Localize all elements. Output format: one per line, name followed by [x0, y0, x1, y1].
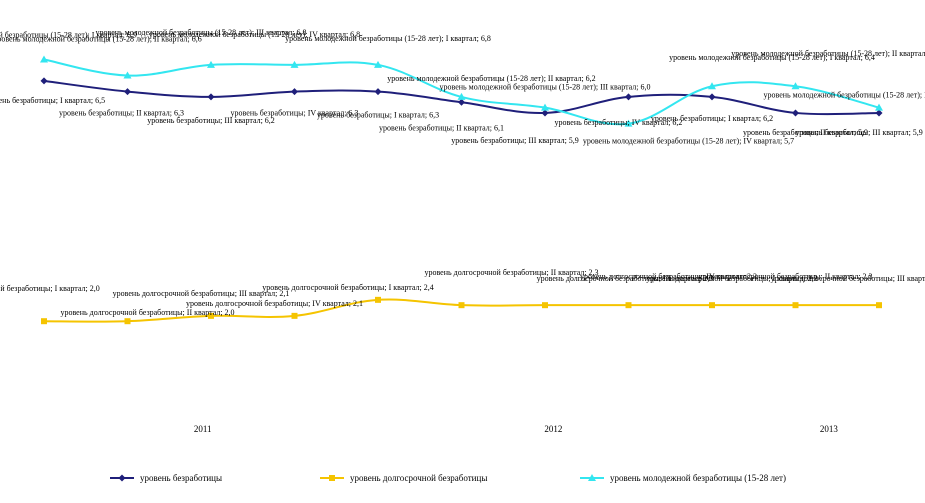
data-label-0-7: уровень безработицы; IV квартал; 6,2 [555, 118, 683, 127]
data-point-2-2 [207, 60, 215, 68]
data-label-0-6: уровень безработицы; III квартал; 5,9 [451, 136, 579, 145]
data-label-1-1: уровень долгосрочной безработицы; II ква… [60, 308, 234, 317]
data-point-0-9 [792, 109, 799, 117]
x-group-label-0: 2011 [194, 424, 212, 434]
data-point-1-6 [542, 302, 548, 309]
data-label-2-6: уровень молодежной безработицы (15-28 ле… [439, 83, 650, 92]
data-label-0-4: уровень безработицы; I квартал; 6,3 [317, 111, 439, 120]
data-label-1-5: уровень долгосрочной безработицы; II ква… [424, 268, 598, 277]
data-label-0-5: уровень безработицы; II квартал; 6,1 [379, 123, 504, 132]
data-point-0-2 [207, 93, 215, 101]
data-label-0-10: уровень безработицы; III квартал; 5,9 [795, 128, 923, 137]
data-label-1-4: уровень долгосрочной безработицы; I квар… [262, 283, 433, 292]
data-label-2-2: уровень молодежной безработицы (15-28 ле… [95, 28, 306, 37]
data-label-0-3: уровень безработицы; IV квартал; 6,3 [231, 109, 359, 118]
data-label-1-10: уровень долгосрочной безработицы; III кв… [771, 274, 925, 283]
data-label-2-4: уровень молодежной безработицы (15-28 ле… [285, 34, 491, 43]
data-label-2-0: уровень молодежной безработицы (15-28 ле… [0, 31, 137, 40]
data-label-1-6: уровень долгосрочной безработицы; III кв… [537, 274, 714, 283]
data-point-0-4 [374, 88, 382, 96]
data-label-2-8: уровень молодежной безработицы (15-28 ле… [669, 53, 875, 62]
data-point-1-9 [792, 302, 799, 309]
data-label-1-3: уровень долгосрочной безработицы; IV ква… [186, 299, 363, 308]
data-label-0-2: уровень безработицы; III квартал; 6,2 [147, 116, 275, 125]
data-point-1-10 [876, 302, 882, 309]
data-point-0-8 [708, 93, 716, 101]
legend-marker-0 [118, 474, 126, 482]
data-point-0-7 [625, 93, 632, 101]
data-label-1-7: уровень долгосрочной безработицы; IV ква… [580, 272, 757, 281]
data-point-1-0 [41, 318, 47, 325]
data-point-1-5 [458, 302, 465, 309]
data-point-1-7 [625, 302, 632, 309]
data-point-2-3 [290, 60, 299, 68]
data-label-0-8: уровень безработицы; I квартал; 6,2 [651, 114, 773, 123]
data-point-1-4 [375, 296, 381, 303]
data-point-0-1 [124, 88, 131, 96]
legend-marker-1 [329, 475, 335, 481]
data-label-1-2: уровень долгосрочной безработицы; III кв… [113, 289, 290, 298]
data-point-2-8 [708, 82, 716, 90]
legend: уровень безработицы уровень долгосрочной … [110, 473, 786, 483]
data-label-2-7: уровень молодежной безработицы (15-28 ле… [583, 137, 794, 146]
data-point-2-1 [123, 71, 132, 79]
data-point-2-6 [541, 103, 549, 111]
data-label-2-1: уровень молодежной безработицы (15-28 ле… [0, 35, 202, 44]
data-label-2-9: уровень молодежной безработицы (15-28 ле… [731, 49, 925, 58]
data-label-0-9: уровень безработицы; II квартал; 5,9 [743, 128, 868, 137]
series-markers [40, 55, 883, 325]
data-label-2-10: уровень молодежной безработицы (15-28 ле… [763, 91, 925, 100]
data-label-0-1: уровень безработицы; II квартал; 6,3 [59, 109, 184, 118]
data-label-2-5: уровень молодежной безработицы (15-28 ле… [387, 74, 595, 83]
x-group-label-2: 2013 [820, 424, 839, 434]
data-point-0-5 [458, 98, 465, 106]
data-point-2-5 [457, 92, 466, 100]
data-point-2-7 [624, 119, 633, 127]
data-label-1-8: уровень долгосрочной безработицы; I квар… [646, 274, 817, 283]
data-labels: уровень безработицы; I квартал; 6,5 урове… [0, 28, 925, 317]
data-point-0-10 [875, 109, 883, 117]
legend-label-0: уровень безработицы [140, 473, 222, 483]
data-point-0-3 [291, 88, 298, 96]
legend-marker-2 [588, 474, 596, 481]
data-point-0-6 [541, 109, 549, 117]
data-point-2-9 [791, 82, 800, 90]
data-point-2-4 [374, 60, 382, 68]
data-point-0-0 [40, 77, 48, 85]
data-point-2-0 [40, 55, 48, 63]
data-point-1-8 [709, 302, 715, 309]
data-label-1-0: уровень долгосрочной безработицы; I квар… [0, 284, 100, 293]
legend-label-2: уровень молодежной безработицы (15-28 ле… [610, 473, 786, 483]
data-label-0-0: уровень безработицы; I квартал; 6,5 [0, 96, 105, 105]
data-label-1-9: уровень долгосрочной безработицы; II ква… [698, 272, 872, 281]
data-point-2-10 [875, 103, 883, 111]
data-point-1-2 [208, 312, 214, 319]
x-group-label-1: 2012 [544, 424, 562, 434]
x-axis-year-labels: 2011 2012 2013 [194, 424, 839, 434]
data-point-1-3 [291, 312, 298, 319]
data-label-2-3: уровень молодежной безработицы (15-28 ле… [149, 30, 360, 39]
data-point-1-1 [124, 318, 131, 325]
legend-label-1: уровень долгосрочной безработицы [350, 473, 487, 483]
